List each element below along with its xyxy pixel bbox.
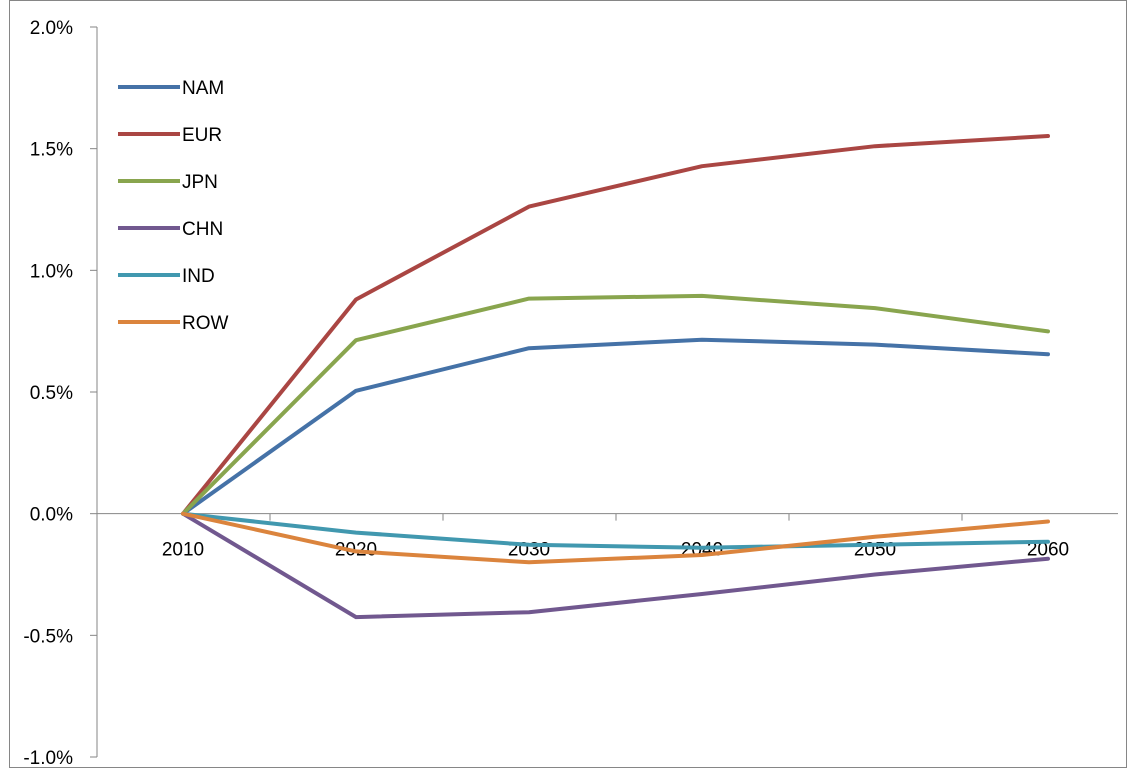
x-tick-label: 2010 bbox=[162, 540, 204, 561]
series-line-jpn bbox=[181, 293, 1050, 516]
y-tick-label: 1.5% bbox=[30, 140, 73, 161]
y-tick-label: 2.0% bbox=[30, 18, 73, 39]
y-tick-label: 0.0% bbox=[30, 505, 73, 526]
legend-label-row: ROW bbox=[182, 313, 229, 334]
series-line-chn bbox=[181, 511, 1050, 620]
chart-border bbox=[9, 0, 1127, 768]
y-tick-label: -1.0% bbox=[23, 748, 73, 769]
series-line-nam bbox=[181, 337, 1050, 516]
legend-label-nam: NAM bbox=[182, 78, 224, 99]
legend-label-ind: IND bbox=[182, 266, 215, 287]
x-axis: 2010 2020 2030 2040 2050 2060 bbox=[96, 513, 1118, 561]
series-lines bbox=[181, 134, 1050, 620]
legend: NAM EUR JPN CHN IND ROW bbox=[118, 78, 229, 334]
series-line-eur bbox=[181, 134, 1050, 516]
legend-label-chn: CHN bbox=[182, 219, 223, 240]
y-tick-label: -0.5% bbox=[23, 626, 73, 647]
series-line-ind bbox=[181, 511, 1050, 550]
x-tick-label: 2060 bbox=[1027, 540, 1069, 561]
y-tick-label: 1.0% bbox=[30, 261, 73, 282]
y-axis: -1.0% -0.5% 0.0% 0.5% 1.0% 1.5% 2.0% bbox=[9, 0, 1127, 769]
series-line-row bbox=[181, 511, 1050, 565]
legend-label-jpn: JPN bbox=[182, 172, 218, 193]
y-tick-label: 0.5% bbox=[30, 383, 73, 404]
legend-label-eur: EUR bbox=[182, 125, 222, 146]
